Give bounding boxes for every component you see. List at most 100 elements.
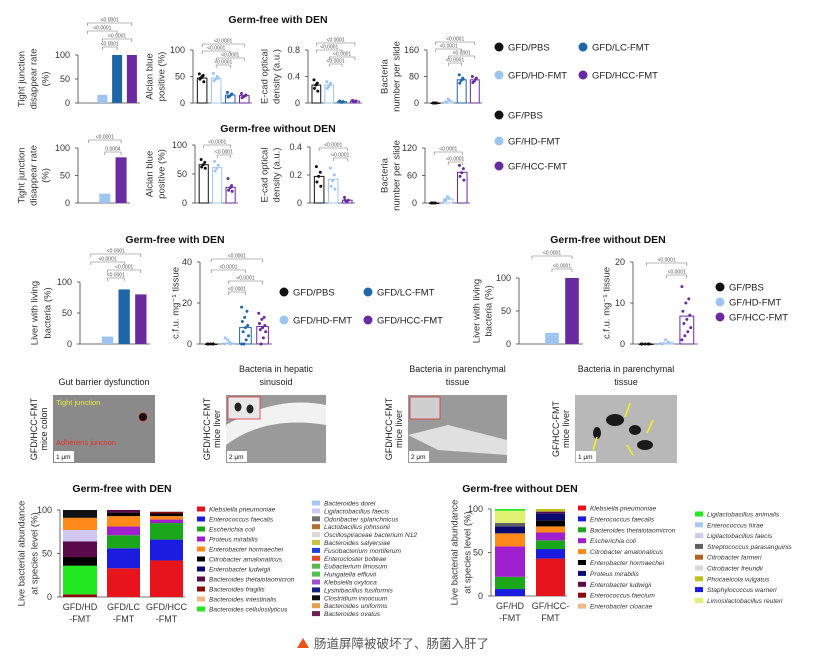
arrow-icon xyxy=(646,419,654,434)
legend-label: Enterobacter hormaechei xyxy=(209,547,284,554)
legend-label: Limosilactobacillus reuteri xyxy=(707,598,783,605)
legend-swatch xyxy=(695,554,703,560)
significance-bracket xyxy=(87,22,133,26)
y-tick-label: 0 xyxy=(47,592,52,602)
bar xyxy=(118,289,130,344)
data-point xyxy=(319,184,323,188)
data-point xyxy=(666,340,670,344)
y-tick-label: 100 xyxy=(37,505,52,515)
data-point xyxy=(202,80,206,84)
data-point xyxy=(680,285,684,289)
stack-segment xyxy=(495,526,525,534)
stack-segment xyxy=(63,565,97,595)
micrograph-title: sinusoid xyxy=(259,377,292,387)
p-value-label: <0.0001 xyxy=(327,59,345,65)
p-value-label: <0.0001 xyxy=(101,18,119,24)
p-value-label: <0.0001 xyxy=(453,51,471,57)
bar xyxy=(212,167,223,204)
data-point xyxy=(342,195,346,199)
data-point xyxy=(329,184,333,188)
legend-swatch xyxy=(312,508,320,514)
data-point xyxy=(227,188,231,192)
y-axis-label: Tight junction xyxy=(17,147,28,203)
data-point xyxy=(683,334,687,338)
legend-swatch xyxy=(578,505,586,511)
p-value-label: <0.0001 xyxy=(446,58,464,64)
heading-row5-left: Germ-free with DEN xyxy=(72,483,171,495)
y-tick-label: 100 xyxy=(172,140,187,150)
legend-label: GF/HCC-FMT xyxy=(508,162,567,173)
y-tick-label: 160 xyxy=(404,45,419,55)
legend-label: GFD/HD-FMT xyxy=(508,71,567,82)
p-value-label: <0.0001 xyxy=(219,265,237,271)
legend-label: Proteus mirabilis xyxy=(590,571,639,578)
bar xyxy=(565,278,579,344)
chart-3: Bacteria number per slide 080160<0.0001<0.… xyxy=(380,37,482,112)
significance-bracket xyxy=(215,64,231,68)
p-value-label: <0.0001 xyxy=(553,264,571,270)
legend-label: Bacteroides fragilis xyxy=(209,587,265,594)
legend-label: Citrobacter farmeri xyxy=(707,555,762,562)
legend-swatch xyxy=(578,603,586,609)
data-point xyxy=(246,324,250,328)
data-point xyxy=(640,342,644,346)
legend-label: Enterococcus faecalis xyxy=(209,517,274,524)
data-point xyxy=(329,81,333,85)
data-point xyxy=(331,179,335,183)
chart-1: Alcian blue positive (%)050100<0.0001<0.0… xyxy=(145,39,252,108)
p-value-label: <0.0001 xyxy=(333,52,351,58)
x-tick-label: -FMT xyxy=(69,614,91,624)
legend-label: Klebsiella pneumoniae xyxy=(209,507,276,514)
y-tick-label: 50 xyxy=(42,549,52,559)
bar xyxy=(679,315,695,345)
data-point xyxy=(445,100,449,104)
data-point xyxy=(474,76,478,80)
stack-segment xyxy=(107,535,140,549)
y-tick-label: 50 xyxy=(177,169,187,179)
y-tick-label: 120 xyxy=(402,143,417,153)
legend-noden: GF/PBS GF/HD-FMT GF/HCC-FMT xyxy=(494,110,567,173)
stack-segment xyxy=(495,522,525,527)
data-point xyxy=(461,77,465,81)
significance-bracket xyxy=(328,56,356,60)
data-point xyxy=(226,338,230,342)
caption-text: 肠道屏障被破坏了、肠菌入肝了 xyxy=(314,636,489,651)
y-axis-label: at species level (%) xyxy=(463,511,474,593)
micrograph-title: tissue xyxy=(614,377,638,387)
legend-label: Lysinibacillus fusiformis xyxy=(324,587,393,594)
x-tick-label: -FMT xyxy=(499,613,521,623)
data-point xyxy=(215,166,219,170)
y-axis-label: number per slide xyxy=(392,140,403,211)
y-tick-label: 0 xyxy=(295,98,300,108)
significance-bracket xyxy=(316,42,356,46)
micrograph-label: GF/HCC-FMT xyxy=(551,401,561,457)
bar xyxy=(313,175,325,204)
stack-segment xyxy=(150,539,183,561)
legend-marker xyxy=(578,42,588,52)
legend-marker xyxy=(494,161,504,171)
legend-marker xyxy=(715,312,725,322)
legend-label: GFD/LC-FMT xyxy=(377,288,435,299)
micrograph-title: Bacteria in parenchymal xyxy=(578,364,675,374)
data-point xyxy=(689,326,693,330)
micrograph-label: GFD/HCC-FMT xyxy=(29,397,39,460)
stack-segment xyxy=(150,511,183,514)
data-point xyxy=(260,317,264,321)
stack-segment xyxy=(536,513,565,521)
data-point xyxy=(208,342,212,346)
y-tick-label: 0 xyxy=(297,198,302,208)
bar xyxy=(659,342,674,345)
bar xyxy=(545,332,559,344)
legend-swatch xyxy=(578,549,586,555)
legend-label: GFD/LC-FMT xyxy=(592,43,650,54)
bar xyxy=(101,336,114,344)
data-point xyxy=(258,322,262,325)
legend-marker xyxy=(279,287,289,297)
data-point xyxy=(243,315,247,319)
legend-swatch xyxy=(197,536,205,542)
bacterium xyxy=(246,404,254,414)
significance-bracket xyxy=(316,49,343,53)
y-axis-label: positive (%) xyxy=(157,149,168,199)
significance-bracket xyxy=(210,258,263,262)
